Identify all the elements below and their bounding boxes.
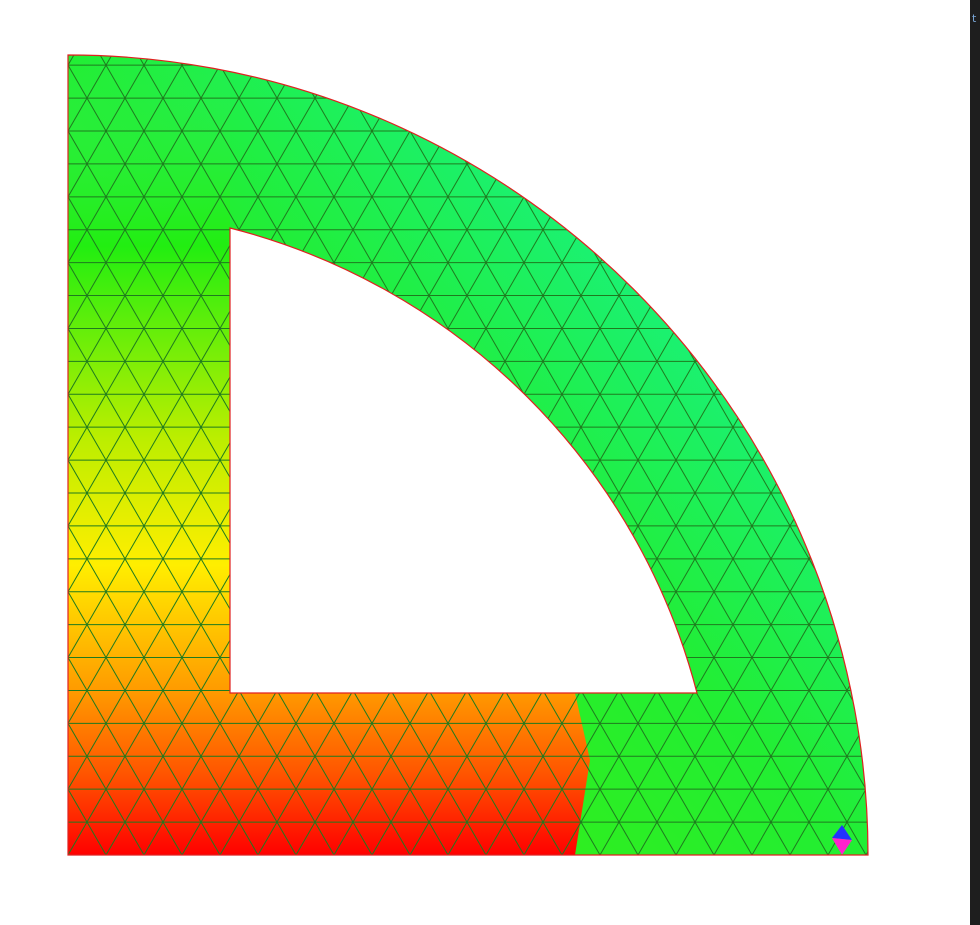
side-panel: t [970, 0, 980, 925]
mesh-edge [68, 55, 373, 855]
mesh-edge [68, 55, 209, 855]
mesh-edge [68, 55, 361, 855]
mesh-edge [713, 55, 868, 855]
mesh-edge [878, 0, 968, 855]
side-text: t [972, 12, 977, 25]
mesh-edge [675, 55, 868, 855]
mesh-edge [68, 55, 399, 855]
mesh-edge [954, 0, 968, 855]
field-left [68, 55, 230, 695]
mesh-edge [942, 0, 968, 855]
mesh-edge [751, 55, 868, 855]
mesh-edge [0, 0, 30, 855]
mesh-edge [68, 55, 487, 855]
mesh-edge [68, 55, 247, 855]
field [0, 0, 968, 855]
mesh-edge [637, 55, 868, 855]
mesh-edge [68, 55, 183, 855]
blue-element [832, 825, 852, 840]
mesh-edge [0, 0, 18, 855]
mesh-edge [68, 55, 171, 855]
mesh-edge [68, 55, 449, 855]
mesh-edge [68, 55, 221, 855]
mesh-edge [904, 0, 968, 855]
boundary [67, 54, 869, 856]
mesh-edge [447, 55, 868, 855]
mesh-edge [865, 55, 868, 855]
mesh-edge [68, 55, 411, 855]
mesh-edge [839, 55, 868, 855]
mesh-edge [68, 55, 285, 855]
mesh-edge [0, 0, 56, 855]
mesh-edge [68, 55, 69, 855]
mesh-edge [916, 0, 968, 855]
field-bottom [68, 693, 590, 855]
magenta-element [832, 838, 852, 855]
mesh-edge [68, 55, 335, 855]
mesh-edge [68, 55, 259, 855]
mesh-edge [68, 55, 323, 855]
mesh-edge [68, 55, 297, 855]
